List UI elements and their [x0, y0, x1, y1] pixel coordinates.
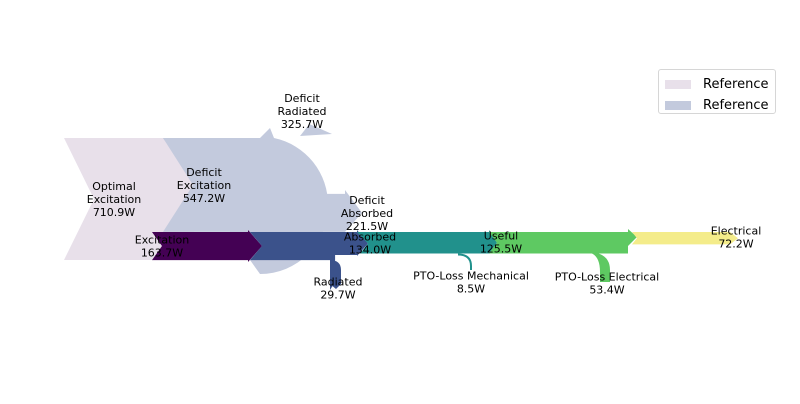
label-electrical: Electrical 72.2W [711, 225, 762, 251]
flow-pto-loss-electrical [585, 251, 610, 282]
label-deficit-excitation: Deficit Excitation 547.2W [177, 166, 232, 205]
legend-swatch-1 [665, 80, 691, 89]
deficit-absorbed-flow [163, 138, 362, 232]
legend-label-1: Reference [703, 77, 769, 92]
label-useful: Useful 125.5W [480, 230, 522, 256]
legend-entry-1: Reference [665, 74, 775, 95]
label-deficit-absorbed: Deficit Absorbed 221.5W [341, 194, 393, 233]
flow-pto-conversion [489, 229, 637, 254]
flow-excitation [152, 230, 262, 262]
flow-useful [357, 230, 497, 254]
legend-swatch-2 [665, 101, 691, 110]
legend-label-2: Reference [703, 98, 769, 113]
deficit-radiated-arrowhead [300, 124, 332, 136]
flow-electrical [632, 232, 738, 245]
label-optimal-excitation: Optimal Excitation 710.9W [87, 180, 142, 219]
flow-pto-loss-mechanical [458, 253, 472, 270]
legend: Reference Reference [658, 69, 776, 114]
label-excitation: Excitation 163.7W [135, 234, 190, 260]
flow-radiated-loss [330, 260, 341, 289]
label-pto-loss-electrical: PTO-Loss Electrical 53.4W [555, 271, 659, 297]
label-deficit-radiated: Deficit Radiated 325.7W [278, 92, 327, 131]
label-absorbed: Absorbed 134.0W [344, 231, 396, 257]
label-pto-loss-mechanical: PTO-Loss Mechanical 8.5W [413, 270, 529, 296]
label-radiated: Radiated 29.7W [314, 276, 363, 302]
legend-entry-2: Reference [665, 95, 775, 116]
flow-absorbed [250, 230, 368, 290]
